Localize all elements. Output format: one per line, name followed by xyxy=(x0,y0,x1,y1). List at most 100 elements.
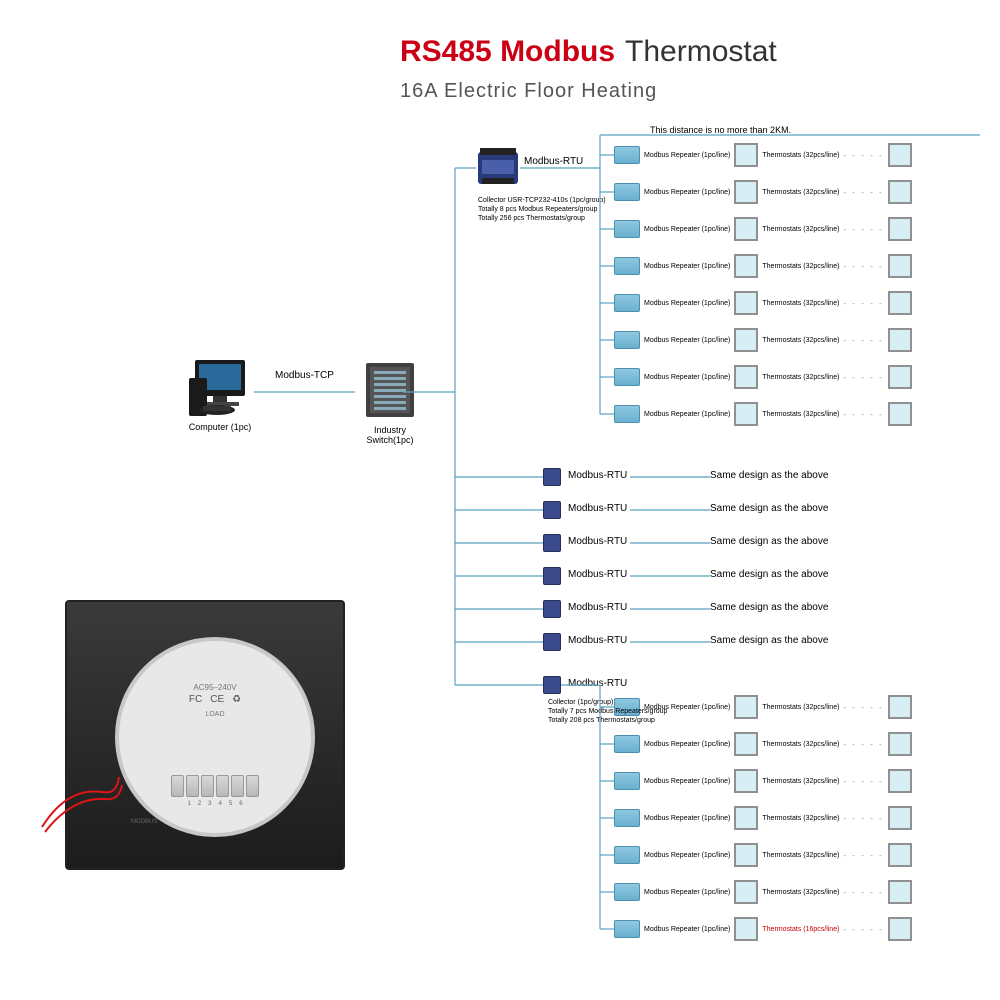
thermostat-icon xyxy=(734,328,758,352)
repeater-row: Modbus Repeater (1pc/line) Thermostats (… xyxy=(614,365,912,389)
thermostat-icon xyxy=(888,806,912,830)
thermostat-icon xyxy=(888,732,912,756)
small-collector-label: Modbus-RTU xyxy=(568,503,627,514)
thermostat-icon xyxy=(734,180,758,204)
repeater-row: Modbus Repeater (1pc/line) Thermostats (… xyxy=(614,917,912,941)
repeater-row: Modbus Repeater (1pc/line) Thermostats (… xyxy=(614,843,912,867)
repeater-label: Modbus Repeater (1pc/line) xyxy=(644,189,730,196)
small-collector-label: Modbus-RTU xyxy=(568,602,627,613)
dash-icon: - - - - - xyxy=(843,188,883,197)
repeater-icon xyxy=(614,920,640,938)
dash-icon: - - - - - xyxy=(843,925,883,934)
repeater-label: Modbus Repeater (1pc/line) xyxy=(644,815,730,822)
subtitle: 16A Electric Floor Heating xyxy=(400,80,657,103)
thermostats-label: Thermostats (16pcs/line) xyxy=(762,926,839,933)
repeater-icon xyxy=(614,183,640,201)
repeater-row: Modbus Repeater (1pc/line) Thermostats (… xyxy=(614,880,912,904)
repeater-row: Modbus Repeater (1pc/line) Thermostats (… xyxy=(614,769,912,793)
thermostat-icon xyxy=(734,880,758,904)
thermostat-icon xyxy=(734,143,758,167)
collector-icon xyxy=(476,148,520,188)
thermostat-icon xyxy=(734,695,758,719)
thermostats-label: Thermostats (32pcs/line) xyxy=(762,300,839,307)
computer-node: Computer (1pc) xyxy=(185,360,255,432)
small-collector-label: Modbus-RTU xyxy=(568,470,627,481)
repeater-label: Modbus Repeater (1pc/line) xyxy=(644,926,730,933)
repeater-label: Modbus Repeater (1pc/line) xyxy=(644,152,730,159)
repeater-row: Modbus Repeater (1pc/line) Thermostats (… xyxy=(614,732,912,756)
repeater-icon xyxy=(614,846,640,864)
thermostat-icon xyxy=(888,880,912,904)
repeater-label: Modbus Repeater (1pc/line) xyxy=(644,226,730,233)
same-design-label: Same design as the above xyxy=(710,470,828,481)
repeater-label: Modbus Repeater (1pc/line) xyxy=(644,411,730,418)
repeater-label: Modbus Repeater (1pc/line) xyxy=(644,374,730,381)
thermostat-icon xyxy=(734,291,758,315)
repeater-icon xyxy=(614,772,640,790)
thermostat-icon xyxy=(888,695,912,719)
repeater-icon xyxy=(614,257,640,275)
repeater-label: Modbus Repeater (1pc/line) xyxy=(644,300,730,307)
collector-top-label: Modbus-RTU xyxy=(524,156,583,167)
thermostats-label: Thermostats (32pcs/line) xyxy=(762,741,839,748)
dash-icon: - - - - - xyxy=(843,814,883,823)
small-collector-icon xyxy=(543,501,561,519)
thermostat-icon xyxy=(734,917,758,941)
collector-bot-note-1: Collector (1pc/group) xyxy=(548,698,667,707)
title-black: Thermostat xyxy=(625,35,777,69)
same-design-label: Same design as the above xyxy=(710,602,828,613)
thermostat-icon xyxy=(888,769,912,793)
same-design-label: Same design as the above xyxy=(710,569,828,580)
thermostat-icon xyxy=(734,254,758,278)
thermostats-label: Thermostats (32pcs/line) xyxy=(762,889,839,896)
small-collector-icon xyxy=(543,534,561,552)
computer-label: Computer (1pc) xyxy=(185,422,255,432)
thermostats-label: Thermostats (32pcs/line) xyxy=(762,852,839,859)
product-text: AC95–240V FCCE♻ LOAD xyxy=(119,683,311,718)
thermostat-icon xyxy=(888,917,912,941)
thermostat-icon xyxy=(734,769,758,793)
repeater-icon xyxy=(614,220,640,238)
repeater-icon xyxy=(614,146,640,164)
thermostats-label: Thermostats (32pcs/line) xyxy=(762,189,839,196)
collector-bot-note-3: Totally 208 pcs Thermostats/group xyxy=(548,716,667,725)
thermostat-icon xyxy=(734,806,758,830)
title-row: RS485 Modbus Thermostat xyxy=(400,35,777,69)
thermostat-icon xyxy=(888,365,912,389)
dash-icon: - - - - - xyxy=(843,740,883,749)
terminal-nums: 123456 xyxy=(187,801,242,807)
collector-top-note: Collector USR-TCP232-410s (1pc/group) To… xyxy=(478,196,606,223)
repeater-icon xyxy=(614,405,640,423)
switch-icon xyxy=(366,363,414,421)
repeater-row: Modbus Repeater (1pc/line) Thermostats (… xyxy=(614,217,912,241)
switch-node: Industry Switch(1pc) xyxy=(355,363,425,445)
thermostats-label: Thermostats (32pcs/line) xyxy=(762,226,839,233)
small-collector-icon xyxy=(543,600,561,618)
dash-icon: - - - - - xyxy=(843,410,883,419)
repeater-label: Modbus Repeater (1pc/line) xyxy=(644,778,730,785)
thermostat-icon xyxy=(888,217,912,241)
dash-icon: - - - - - xyxy=(843,262,883,271)
small-collector-label: Modbus-RTU xyxy=(568,569,627,580)
repeater-row: Modbus Repeater (1pc/line) Thermostats (… xyxy=(614,254,912,278)
small-collector-icon xyxy=(543,633,561,651)
thermostat-icon xyxy=(888,402,912,426)
dash-icon: - - - - - xyxy=(843,299,883,308)
repeater-row: Modbus Repeater (1pc/line) Thermostats (… xyxy=(614,180,912,204)
dash-icon: - - - - - xyxy=(843,336,883,345)
repeater-row: Modbus Repeater (1pc/line) Thermostats (… xyxy=(614,291,912,315)
small-collector-icon xyxy=(543,468,561,486)
collector-bot-note: Collector (1pc/group) Totally 7 pcs Modb… xyxy=(548,698,667,725)
thermostats-label: Thermostats (32pcs/line) xyxy=(762,704,839,711)
thermostats-label: Thermostats (32pcs/line) xyxy=(762,337,839,344)
collector-bot-note-2: Totally 7 pcs Modbus Repeaters/group xyxy=(548,707,667,716)
product-back-disc: AC95–240V FCCE♻ LOAD 123456 MODBUS xyxy=(115,637,315,837)
collector-note-3: Totally 256 pcs Thermostats/group xyxy=(478,214,606,223)
thermostats-label: Thermostats (32pcs/line) xyxy=(762,778,839,785)
modbus-tcp-label: Modbus-TCP xyxy=(275,370,334,381)
repeater-icon xyxy=(614,294,640,312)
repeater-row: Modbus Repeater (1pc/line) Thermostats (… xyxy=(614,806,912,830)
small-collector-label: Modbus-RTU xyxy=(568,536,627,547)
repeater-label: Modbus Repeater (1pc/line) xyxy=(644,337,730,344)
small-collector-icon xyxy=(543,567,561,585)
